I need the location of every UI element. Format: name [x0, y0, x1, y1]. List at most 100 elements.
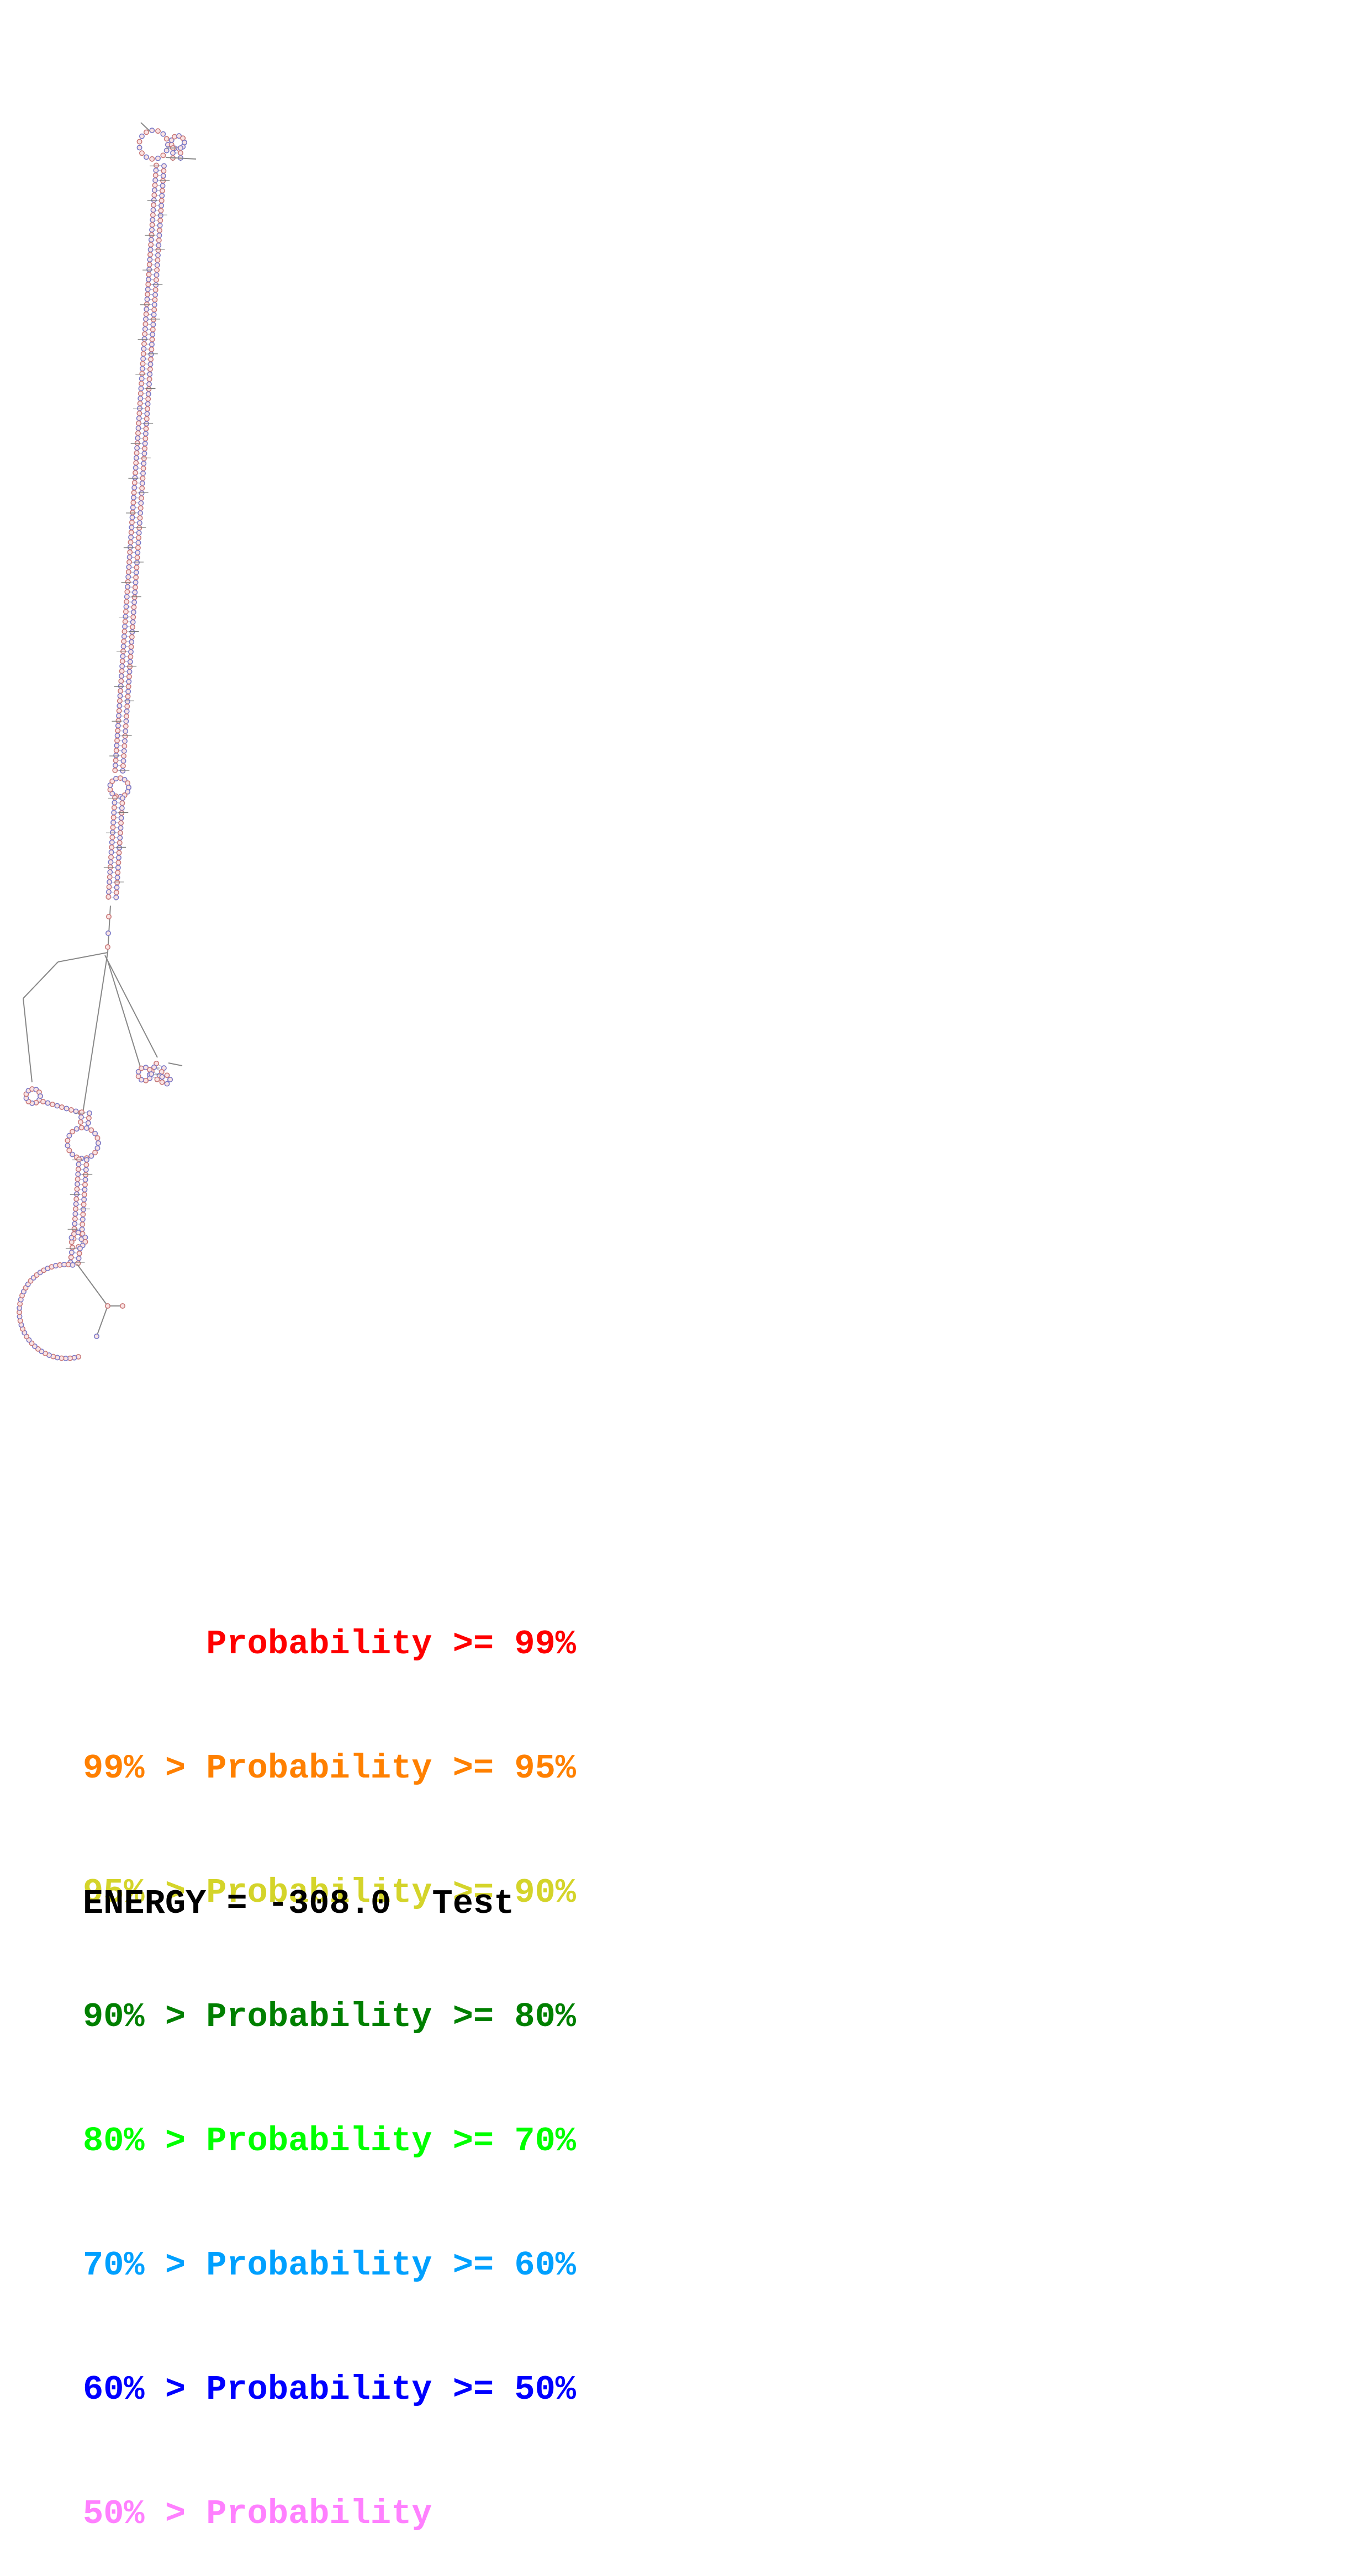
hairpin-loop-nucleotide	[149, 156, 155, 162]
nucleotide	[151, 316, 157, 322]
nucleotide	[123, 613, 129, 620]
nucleotide	[107, 879, 113, 885]
nucleotide	[155, 247, 161, 253]
nucleotide	[151, 187, 157, 193]
nucleotide	[138, 510, 144, 516]
nucleotide	[123, 728, 129, 734]
nucleotide	[154, 162, 160, 168]
nucleotide	[113, 753, 119, 759]
nucleotide	[130, 619, 136, 625]
rna-structure-diagram	[17, 122, 197, 1361]
nucleotide	[122, 623, 128, 630]
backbone-segment	[165, 157, 197, 160]
multiloop-nucleotide	[65, 1142, 71, 1149]
hairpin-loop-nucleotide	[139, 133, 145, 139]
nucleotide	[118, 673, 124, 679]
hairpin-loop-nucleotide	[155, 128, 161, 134]
nucleotide	[117, 840, 123, 846]
nucleotide	[83, 1162, 89, 1168]
hairpin-loop-nucleotide	[143, 1065, 149, 1071]
nucleotide	[177, 145, 183, 151]
nucleotide	[153, 167, 159, 173]
nucleotide	[128, 539, 134, 545]
nucleotide	[85, 1120, 91, 1126]
nucleotide	[115, 860, 121, 866]
nucleotide	[117, 830, 123, 836]
nucleotide	[149, 341, 155, 347]
nucleotide	[127, 549, 133, 555]
nucleotide	[73, 1196, 80, 1202]
multiloop-nucleotide	[65, 1138, 71, 1144]
nucleotide	[73, 1206, 79, 1212]
nucleotide	[112, 800, 118, 806]
nucleotide	[105, 889, 112, 895]
legend-label: Probability	[206, 1749, 432, 1788]
nucleotide	[152, 287, 158, 293]
nucleotide	[113, 890, 119, 896]
nucleotide	[145, 396, 151, 402]
nucleotide	[130, 500, 136, 506]
nucleotide	[132, 584, 138, 590]
interior-loop-nucleotide	[68, 1239, 75, 1245]
nucleotide	[119, 658, 125, 664]
nucleotide	[121, 748, 127, 754]
nucleotide	[115, 865, 121, 871]
nucleotide	[133, 579, 139, 585]
nucleotide	[125, 579, 131, 585]
nucleotide	[108, 849, 114, 855]
legend-suffix: >= 80%	[452, 1997, 576, 2037]
nucleotide	[141, 346, 147, 352]
multiloop-nucleotide	[94, 1145, 101, 1151]
nucleotide	[76, 1156, 82, 1162]
energy-label: ENERGY = -308.0 Test	[83, 1884, 515, 1923]
nucleotide	[152, 172, 158, 178]
nucleotide	[157, 228, 163, 234]
legend-prefix: 80% >	[83, 2122, 207, 2161]
nucleotide	[129, 639, 135, 645]
backbone-segment	[57, 952, 108, 962]
nucleotide	[134, 564, 140, 570]
nucleotide	[142, 436, 149, 442]
hairpin-loop-nucleotide	[176, 133, 182, 139]
nucleotide	[114, 733, 120, 739]
nucleotide	[114, 738, 120, 744]
nucleotide	[115, 723, 121, 729]
hairpin-loop-nucleotide	[139, 1077, 145, 1083]
nucleotide	[159, 193, 165, 199]
nucleotide	[150, 212, 156, 218]
nucleotide	[124, 708, 130, 715]
nucleotide	[120, 758, 126, 764]
nucleotide	[146, 376, 152, 382]
legend-line-8: 50% > Probability	[83, 2493, 576, 2535]
nucleotide	[117, 698, 123, 704]
nucleotide	[140, 361, 146, 367]
nucleotide	[80, 1216, 86, 1223]
nucleotide	[76, 1161, 82, 1167]
nucleotide	[64, 1105, 70, 1112]
nucleotide	[144, 421, 150, 427]
nucleotide	[144, 416, 150, 422]
nucleotide	[139, 490, 145, 496]
nucleotide	[160, 183, 166, 189]
nucleotide	[157, 218, 163, 224]
nucleotide	[94, 1334, 100, 1340]
hairpin-loop-nucleotide	[135, 1073, 141, 1080]
nucleotide	[133, 470, 139, 476]
nucleotide	[79, 1109, 85, 1115]
nucleotide	[130, 505, 136, 511]
nucleotide	[145, 391, 151, 397]
legend-label: Probability	[206, 1997, 432, 2037]
nucleotide	[149, 232, 155, 238]
nucleotide	[119, 663, 125, 669]
nucleotide	[135, 425, 141, 431]
nucleotide	[68, 1107, 75, 1113]
hairpin-loop-nucleotide	[136, 139, 142, 145]
nucleotide	[151, 301, 157, 308]
nucleotide	[159, 188, 165, 194]
nucleotide	[137, 515, 143, 521]
nucleotide	[111, 810, 117, 816]
nucleotide	[151, 192, 157, 198]
interior-loop-nucleotide	[80, 1231, 86, 1237]
nucleotide	[147, 247, 154, 253]
nucleotide	[115, 728, 121, 734]
